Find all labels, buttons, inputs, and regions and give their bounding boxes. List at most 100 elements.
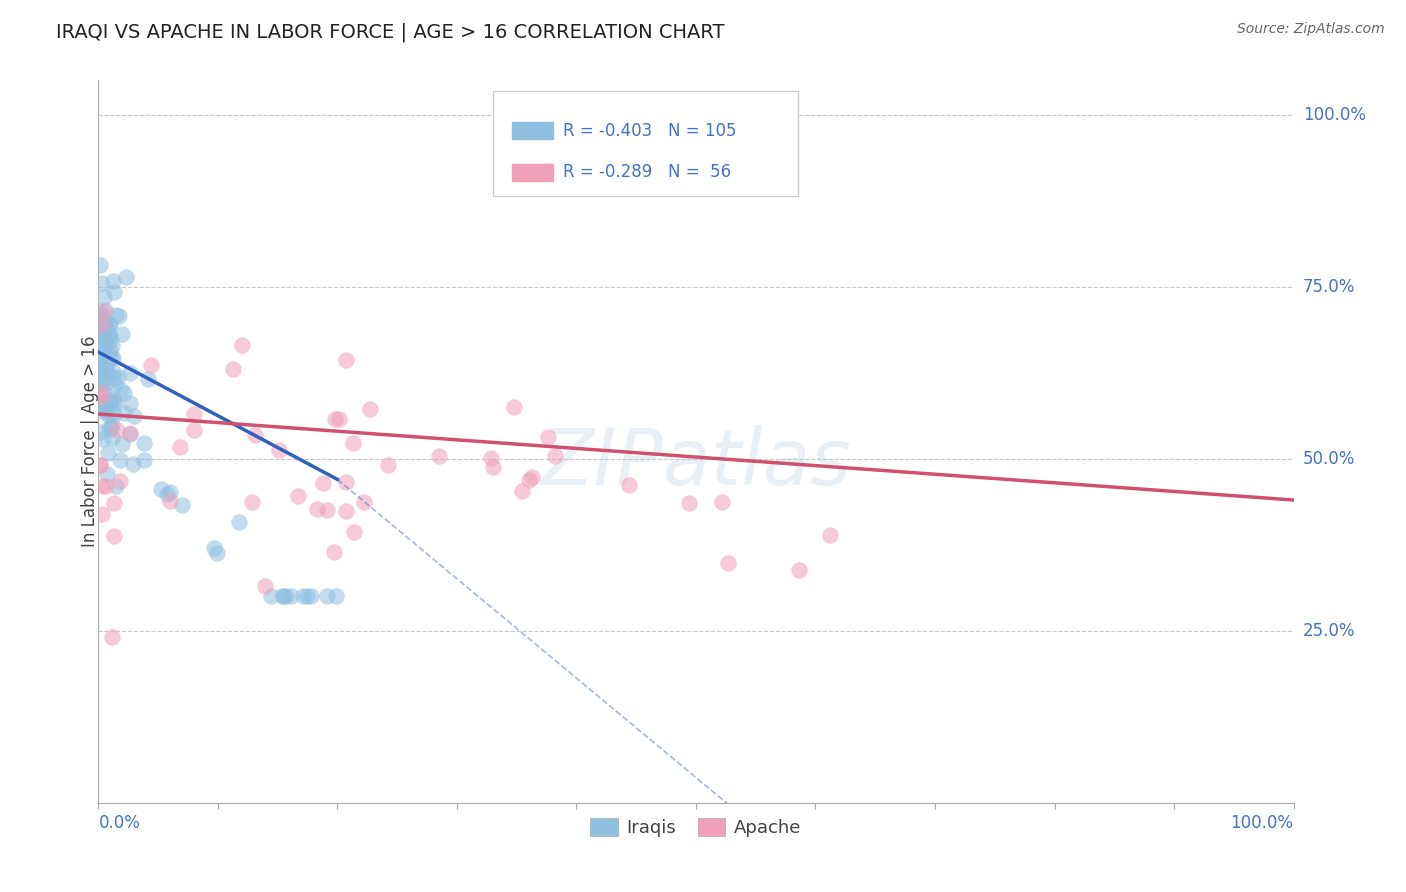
- Point: [253, 579, 276, 593]
- Point: [97, 446, 120, 460]
- Point: [98, 392, 121, 407]
- Point: [325, 590, 347, 604]
- Point: [141, 359, 163, 373]
- Point: [103, 407, 125, 421]
- FancyBboxPatch shape: [494, 91, 797, 196]
- Point: [299, 590, 322, 604]
- Point: [316, 590, 339, 604]
- Point: [183, 423, 205, 437]
- Point: [717, 556, 740, 570]
- Point: [111, 326, 134, 341]
- Y-axis label: In Labor Force | Age > 16: In Labor Force | Age > 16: [82, 335, 98, 548]
- Point: [183, 407, 205, 421]
- Point: [312, 476, 335, 491]
- Point: [335, 475, 357, 489]
- Point: [89, 458, 111, 472]
- Point: [120, 427, 142, 442]
- Point: [240, 495, 263, 509]
- Point: [91, 318, 114, 332]
- Point: [205, 546, 228, 560]
- Point: [159, 485, 181, 500]
- Point: [94, 320, 117, 334]
- Point: [222, 361, 245, 376]
- Point: [94, 403, 117, 417]
- Point: [96, 364, 118, 378]
- Point: [322, 545, 344, 559]
- Point: [427, 449, 450, 463]
- Point: [159, 493, 181, 508]
- Point: [96, 338, 118, 352]
- Point: [98, 395, 121, 409]
- Point: [94, 331, 117, 345]
- Point: [94, 317, 117, 331]
- Point: [103, 371, 125, 385]
- Point: [97, 421, 120, 435]
- Point: [359, 402, 381, 417]
- Point: [503, 400, 526, 414]
- Point: [818, 528, 841, 542]
- Text: IRAQI VS APACHE IN LABOR FORCE | AGE > 16 CORRELATION CHART: IRAQI VS APACHE IN LABOR FORCE | AGE > 1…: [56, 22, 724, 42]
- Point: [96, 355, 118, 369]
- Text: 50.0%: 50.0%: [1303, 450, 1355, 467]
- Point: [100, 338, 122, 352]
- Point: [90, 390, 112, 404]
- Point: [93, 290, 115, 304]
- Point: [93, 404, 115, 418]
- Point: [89, 425, 111, 439]
- Point: [259, 590, 281, 604]
- Point: [273, 590, 295, 604]
- Point: [91, 508, 114, 522]
- Point: [118, 366, 141, 380]
- Point: [101, 630, 124, 644]
- Text: 75.0%: 75.0%: [1303, 277, 1355, 296]
- Point: [342, 524, 364, 539]
- FancyBboxPatch shape: [512, 121, 553, 139]
- Point: [93, 315, 115, 329]
- Point: [276, 590, 298, 604]
- Point: [103, 396, 125, 410]
- Point: [101, 417, 124, 432]
- Point: [353, 495, 375, 509]
- Point: [678, 496, 700, 510]
- Point: [297, 590, 319, 604]
- Point: [91, 343, 114, 357]
- Point: [328, 411, 350, 425]
- Point: [124, 409, 146, 424]
- Point: [287, 489, 309, 503]
- Point: [90, 312, 112, 326]
- Point: [89, 334, 111, 349]
- Point: [89, 458, 111, 473]
- Point: [105, 479, 128, 493]
- Point: [89, 376, 111, 390]
- Point: [103, 285, 125, 299]
- Text: ZIPatlas: ZIPatlas: [540, 425, 852, 501]
- Point: [103, 392, 125, 407]
- Point: [94, 303, 117, 318]
- Text: 100.0%: 100.0%: [1230, 814, 1294, 831]
- Text: 100.0%: 100.0%: [1303, 105, 1367, 124]
- Point: [96, 376, 118, 390]
- Point: [87, 358, 110, 372]
- Point: [245, 428, 267, 442]
- Point: [89, 363, 111, 377]
- Text: Source: ZipAtlas.com: Source: ZipAtlas.com: [1237, 22, 1385, 37]
- Point: [91, 479, 114, 493]
- Point: [89, 258, 111, 272]
- Point: [228, 515, 250, 529]
- Point: [134, 435, 156, 450]
- Point: [120, 425, 142, 440]
- Point: [150, 483, 173, 497]
- Point: [100, 317, 122, 331]
- Point: [94, 398, 117, 412]
- Point: [170, 499, 193, 513]
- Point: [104, 308, 127, 322]
- Point: [89, 355, 111, 369]
- Point: [138, 372, 160, 386]
- Point: [537, 430, 560, 444]
- Point: [231, 338, 253, 352]
- Point: [110, 383, 132, 397]
- Point: [90, 375, 112, 389]
- Point: [89, 384, 111, 399]
- Point: [91, 337, 114, 351]
- Point: [271, 590, 294, 604]
